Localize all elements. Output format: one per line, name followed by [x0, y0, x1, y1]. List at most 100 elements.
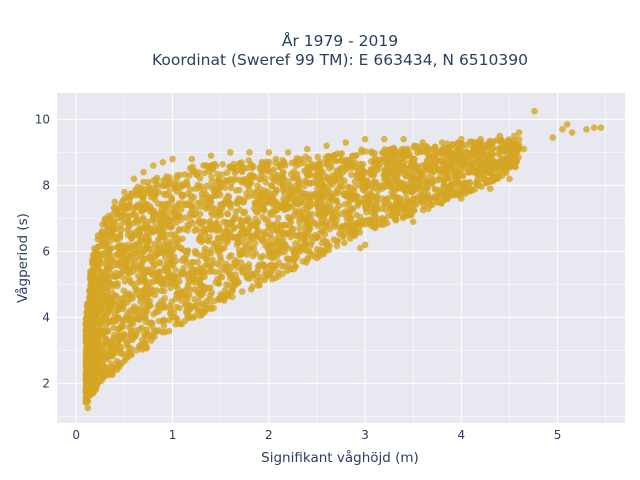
scatter-point [280, 169, 287, 176]
scatter-point [358, 146, 365, 153]
scatter-point [172, 203, 179, 210]
scatter-point [193, 249, 200, 257]
x-tick-label: 4 [458, 428, 466, 442]
scatter-point [112, 317, 119, 325]
scatter-point [159, 249, 167, 257]
scatter-point [401, 158, 408, 166]
scatter-point [451, 157, 459, 165]
scatter-point [210, 225, 217, 233]
scatter-point [137, 226, 144, 234]
scatter-point [405, 212, 413, 219]
scatter-point [227, 149, 234, 156]
scatter-point [265, 238, 272, 246]
scatter-point [200, 187, 208, 194]
scatter-point [223, 227, 230, 234]
scatter-point [254, 266, 262, 274]
scatter-point [140, 168, 147, 176]
scatter-point [515, 129, 523, 136]
scatter-point [212, 220, 220, 227]
scatter-point [100, 373, 107, 381]
scatter-point [106, 215, 114, 222]
scatter-point [121, 278, 129, 285]
scatter-point [279, 186, 287, 194]
scatter-point [272, 248, 279, 255]
scatter-point [200, 301, 208, 309]
scatter-point [174, 285, 182, 292]
scatter-point [88, 291, 96, 299]
scatter-point [92, 249, 100, 256]
scatter-point [113, 208, 121, 215]
scatter-point [137, 278, 144, 285]
scatter-point [442, 190, 449, 197]
scatter-point [489, 150, 497, 158]
scatter-point [182, 214, 189, 221]
scatter-point [138, 193, 146, 201]
x-tick-label: 3 [361, 428, 369, 442]
scatter-point [476, 148, 484, 155]
scatter-point [272, 240, 280, 247]
scatter-point [590, 124, 598, 131]
scatter-point [514, 141, 522, 149]
scatter-point [455, 182, 462, 190]
scatter-point [130, 175, 138, 183]
scatter-point [118, 215, 126, 223]
chart-title-line-1: År 1979 - 2019 [282, 31, 398, 50]
scatter-point [325, 174, 333, 181]
scatter-point [394, 204, 401, 211]
scatter-point [144, 307, 151, 315]
scatter-point [346, 184, 354, 191]
scatter-point [110, 220, 117, 227]
scatter-point [97, 254, 104, 262]
scatter-point [212, 279, 219, 286]
scatter-point [208, 178, 215, 185]
scatter-point [153, 287, 160, 294]
scatter-point [196, 210, 204, 218]
scatter-point [371, 184, 379, 191]
scatter-point [108, 304, 115, 312]
scatter-point [85, 383, 93, 391]
scatter-point [140, 178, 147, 186]
scatter-point [406, 173, 414, 181]
scatter-point [330, 214, 337, 222]
scatter-point [306, 167, 313, 175]
scatter-point [338, 210, 346, 217]
scatter-point [453, 148, 460, 155]
scatter-point [291, 158, 299, 166]
scatter-point [148, 332, 155, 340]
scatter-point [139, 248, 147, 256]
scatter-point [297, 198, 305, 206]
scatter-point [305, 226, 313, 234]
scatter-point [140, 313, 148, 321]
scatter-point [372, 193, 380, 201]
scatter-point [393, 154, 400, 162]
scatter-point [146, 302, 153, 309]
scatter-point [161, 182, 168, 189]
scatter-points [82, 107, 605, 412]
scatter-point [135, 272, 142, 280]
scatter-point [277, 201, 284, 208]
scatter-point [391, 147, 399, 155]
scatter-point [426, 166, 433, 174]
scatter-point [264, 166, 271, 173]
scatter-point [289, 175, 297, 182]
scatter-point [356, 213, 364, 221]
scatter-point [186, 201, 194, 208]
scatter-point [207, 284, 214, 291]
scatter-point [424, 184, 432, 192]
scatter-point [157, 302, 164, 310]
scatter-point [184, 302, 191, 310]
scatter-point [260, 229, 267, 236]
scatter-point [179, 192, 186, 199]
scatter-point [158, 287, 165, 295]
scatter-point [127, 248, 134, 256]
scatter-point [432, 186, 440, 193]
scatter-point [481, 174, 488, 182]
scatter-point [159, 233, 166, 241]
scatter-point [333, 242, 341, 250]
scatter-point [337, 157, 345, 165]
scatter-point [112, 269, 120, 277]
scatter-point [250, 192, 257, 199]
scatter-point [259, 252, 267, 260]
scatter-point [458, 195, 465, 202]
scatter-point [237, 259, 245, 266]
